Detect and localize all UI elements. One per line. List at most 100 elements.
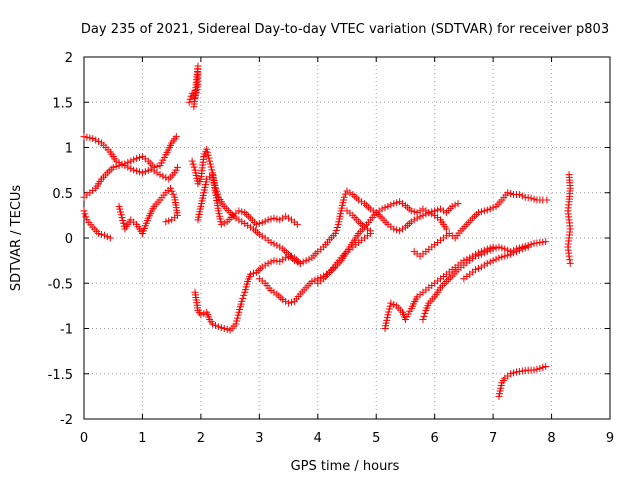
data-point bbox=[375, 207, 383, 215]
data-point bbox=[361, 223, 369, 231]
data-point bbox=[425, 209, 433, 217]
data-point bbox=[282, 297, 290, 305]
y-tick-label: 1.5 bbox=[52, 96, 73, 111]
data-point bbox=[200, 310, 208, 318]
data-point bbox=[172, 133, 180, 141]
data-point bbox=[530, 195, 538, 203]
data-point bbox=[566, 259, 574, 267]
data-point bbox=[89, 134, 97, 142]
data-point bbox=[220, 325, 228, 332]
data-point bbox=[100, 231, 108, 239]
data-point bbox=[197, 311, 205, 319]
data-point bbox=[374, 210, 382, 218]
x-tick-label: 3 bbox=[255, 431, 263, 446]
data-point bbox=[416, 207, 424, 215]
data-point bbox=[279, 256, 287, 264]
data-point bbox=[214, 323, 222, 331]
data-point bbox=[205, 154, 213, 162]
data-point bbox=[421, 309, 429, 317]
data-point bbox=[174, 163, 182, 171]
data-point bbox=[355, 196, 363, 204]
data-point bbox=[486, 246, 494, 254]
data-point bbox=[95, 229, 103, 237]
data-point bbox=[82, 213, 90, 221]
data-point bbox=[239, 294, 247, 302]
x-tick-label: 7 bbox=[489, 431, 497, 446]
data-point bbox=[357, 220, 365, 228]
data-point bbox=[311, 276, 319, 284]
data-point bbox=[127, 165, 135, 173]
data-point bbox=[477, 250, 485, 258]
data-point bbox=[147, 165, 155, 173]
data-point bbox=[480, 261, 488, 269]
data-point bbox=[521, 244, 529, 252]
data-point bbox=[276, 216, 284, 224]
data-point bbox=[393, 226, 401, 234]
data-point bbox=[543, 196, 551, 204]
data-point bbox=[80, 133, 88, 141]
data-point bbox=[258, 219, 266, 227]
data-point bbox=[206, 160, 214, 168]
data-point bbox=[153, 163, 161, 171]
data-point bbox=[331, 229, 339, 237]
data-point bbox=[95, 137, 103, 145]
data-point bbox=[358, 198, 366, 206]
data-point bbox=[133, 154, 141, 162]
data-point bbox=[133, 167, 141, 175]
data-point bbox=[136, 168, 144, 176]
y-tick-label: 2 bbox=[65, 51, 73, 66]
data-point bbox=[267, 286, 275, 294]
data-point bbox=[255, 220, 263, 228]
data-point bbox=[477, 208, 485, 216]
data-point bbox=[472, 252, 480, 260]
data-point bbox=[235, 207, 243, 215]
data-point bbox=[507, 190, 515, 198]
data-point bbox=[212, 321, 219, 329]
data-point bbox=[276, 243, 284, 251]
data-point bbox=[245, 212, 253, 220]
data-point bbox=[252, 220, 260, 228]
data-point bbox=[489, 204, 497, 212]
data-point bbox=[480, 249, 488, 257]
data-point bbox=[83, 133, 91, 141]
data-point bbox=[343, 187, 351, 195]
data-point bbox=[489, 257, 497, 265]
data-point bbox=[203, 145, 211, 153]
data-point bbox=[105, 167, 113, 175]
data-point bbox=[130, 156, 138, 164]
data-point bbox=[366, 205, 374, 213]
data-point bbox=[419, 211, 427, 219]
data-point bbox=[342, 190, 350, 198]
x-axis-label: GPS time / hours bbox=[291, 459, 400, 474]
x-tick-label: 8 bbox=[547, 431, 555, 446]
data-point bbox=[276, 258, 284, 266]
data-point bbox=[444, 276, 452, 284]
data-point bbox=[258, 232, 266, 240]
data-point bbox=[156, 171, 164, 179]
data-point bbox=[507, 370, 515, 378]
data-point bbox=[261, 217, 269, 225]
data-point bbox=[267, 258, 275, 266]
data-point bbox=[483, 248, 491, 256]
data-point bbox=[419, 205, 427, 213]
data-point bbox=[296, 259, 304, 267]
data-point bbox=[267, 215, 275, 223]
data-point bbox=[209, 320, 217, 328]
chart-title: Day 235 of 2021, Sidereal Day-to-day VTE… bbox=[81, 22, 609, 37]
data-point bbox=[150, 163, 158, 171]
data-point bbox=[512, 248, 520, 256]
data-point bbox=[153, 169, 161, 177]
data-point bbox=[501, 245, 509, 253]
data-point bbox=[255, 230, 263, 238]
data-point bbox=[206, 157, 214, 165]
y-tick-label: -0.5 bbox=[48, 277, 73, 292]
data-point bbox=[130, 166, 138, 174]
grid-lines bbox=[84, 57, 610, 419]
data-point bbox=[249, 269, 257, 277]
y-axis-label: SDTVAR / TECUs bbox=[9, 185, 24, 292]
data-point bbox=[376, 212, 384, 220]
data-point bbox=[480, 207, 488, 215]
data-point bbox=[220, 219, 228, 227]
data-point bbox=[185, 98, 193, 106]
